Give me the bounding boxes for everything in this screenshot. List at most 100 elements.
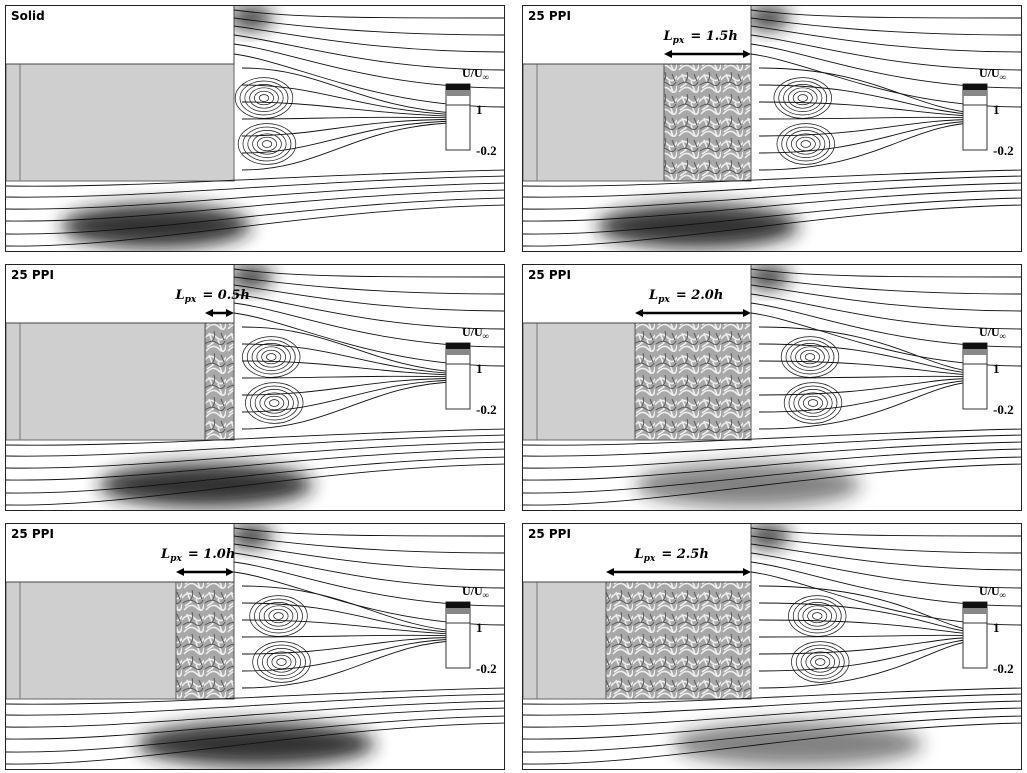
colorbar-max: 1 — [993, 361, 1000, 376]
lpx-value: = 0.5h — [202, 288, 250, 303]
colorbar-max: 1 — [993, 620, 1000, 635]
colorbar-title: U/U∞ — [979, 325, 1006, 341]
colorbar-min: -0.2 — [993, 402, 1014, 417]
colorbar-min: -0.2 — [476, 661, 497, 676]
panel-title: 25 PPI — [11, 268, 54, 282]
streamlines — [6, 268, 504, 506]
top-shadow — [746, 6, 790, 30]
top-shadow — [229, 265, 273, 289]
solid-block — [523, 322, 636, 441]
colorbar-title-text: U/U — [979, 584, 1000, 598]
streamlines — [523, 9, 1021, 247]
bottom-shadow — [597, 204, 799, 248]
bottom-shadow — [673, 722, 923, 766]
lpx-label: Lpx = 1.0h — [161, 547, 235, 564]
lpx-subscript: px — [170, 554, 182, 564]
lpx-subscript: px — [643, 554, 656, 564]
lpx-symbol: L — [634, 547, 644, 562]
panel-title: 25 PPI — [11, 527, 54, 541]
colorbar-title-text: U/U — [979, 325, 1000, 339]
lpx-arrow — [205, 309, 234, 317]
colorbar-max: 1 — [476, 361, 483, 376]
lpx-arrow — [664, 50, 751, 58]
flow-field — [523, 6, 1021, 248]
lpx-symbol: L — [161, 547, 171, 562]
panel-title: 25 PPI — [528, 527, 571, 541]
lpx-value: = 2.0h — [675, 288, 724, 303]
porous-extension — [663, 63, 752, 182]
colorbar-title: U/U∞ — [462, 66, 489, 82]
bottom-shadow — [635, 463, 861, 507]
lpx-arrow — [635, 309, 751, 317]
lpx-label: Lpx = 1.5h — [664, 29, 738, 46]
solid-block — [6, 581, 177, 700]
colorbar-max: 1 — [476, 620, 483, 635]
solid-block — [6, 63, 235, 182]
colorbar — [962, 83, 988, 151]
lpx-symbol: L — [175, 288, 185, 303]
panel-lpx-2-0h: 25 PPI Lpx = 2.0h U/U∞ 1 -0.2 — [522, 264, 1022, 511]
panel-lpx-0-5h: 25 PPI Lpx = 0.5h U/U∞ 1 -0.2 — [5, 264, 505, 511]
colorbar-title: U/U∞ — [462, 325, 489, 341]
colorbar-max: 1 — [993, 102, 1000, 117]
flow-field — [523, 524, 1021, 766]
lpx-symbol: L — [649, 288, 659, 303]
flow-field — [523, 265, 1021, 507]
colorbar-title-subscript: ∞ — [482, 331, 490, 341]
colorbar-max: 1 — [476, 102, 483, 117]
streamlines — [6, 9, 504, 247]
colorbar — [445, 601, 471, 669]
colorbar-title-text: U/U — [462, 66, 483, 80]
colorbar-title-text: U/U — [462, 584, 483, 598]
top-shadow — [746, 524, 790, 548]
colorbar — [962, 601, 988, 669]
lpx-arrow — [176, 568, 234, 576]
lpx-symbol: L — [663, 29, 673, 44]
top-shadow — [746, 265, 790, 289]
lpx-subscript: px — [658, 295, 670, 305]
colorbar-title: U/U∞ — [979, 66, 1006, 82]
colorbar — [962, 342, 988, 410]
panel-lpx-2-5h: 25 PPI Lpx = 2.5h U/U∞ 1 -0.2 — [522, 523, 1022, 770]
panel-title: 25 PPI — [528, 268, 571, 282]
solid-block — [6, 322, 206, 441]
panel-title: 25 PPI — [528, 9, 571, 23]
lpx-label: Lpx = 2.5h — [635, 547, 709, 564]
flow-field — [6, 265, 504, 507]
flow-field — [6, 6, 504, 248]
lpx-label: Lpx = 2.0h — [649, 288, 723, 305]
porous-extension — [175, 581, 235, 700]
porous-extension — [204, 322, 235, 441]
lpx-subscript: px — [184, 295, 197, 305]
panel-solid: Solid U/U∞ 1 -0.2 — [5, 5, 505, 252]
lpx-arrow — [606, 568, 751, 576]
colorbar-title-subscript: ∞ — [999, 590, 1007, 600]
lpx-label: Lpx = 0.5h — [176, 288, 250, 305]
lpx-value: = 2.5h — [661, 547, 709, 562]
top-shadow — [229, 524, 273, 548]
panel-title: Solid — [11, 9, 45, 23]
lpx-value: = 1.0h — [187, 547, 236, 562]
colorbar-min: -0.2 — [993, 661, 1014, 676]
colorbar-title: U/U∞ — [979, 584, 1006, 600]
colorbar-title-subscript: ∞ — [999, 72, 1007, 82]
bottom-shadow — [137, 722, 375, 766]
colorbar-title-text: U/U — [979, 66, 1000, 80]
colorbar — [445, 83, 471, 151]
solid-block — [523, 581, 607, 700]
streamlines — [523, 527, 1021, 765]
porous-extension — [605, 581, 752, 700]
colorbar-min: -0.2 — [993, 143, 1014, 158]
panel-lpx-1-5h: 25 PPI Lpx = 1.5h U/U∞ 1 -0.2 — [522, 5, 1022, 252]
lpx-value: = 1.5h — [690, 29, 738, 44]
colorbar-title-subscript: ∞ — [482, 590, 490, 600]
lpx-subscript: px — [672, 36, 685, 46]
colorbar-title-subscript: ∞ — [482, 72, 490, 82]
streamlines — [523, 268, 1021, 506]
panel-lpx-1-0h: 25 PPI Lpx = 1.0h U/U∞ 1 -0.2 — [5, 523, 505, 770]
colorbar-min: -0.2 — [476, 402, 497, 417]
flow-field — [6, 524, 504, 766]
porous-extension — [634, 322, 752, 441]
colorbar-title-subscript: ∞ — [999, 331, 1007, 341]
colorbar-title: U/U∞ — [462, 584, 489, 600]
